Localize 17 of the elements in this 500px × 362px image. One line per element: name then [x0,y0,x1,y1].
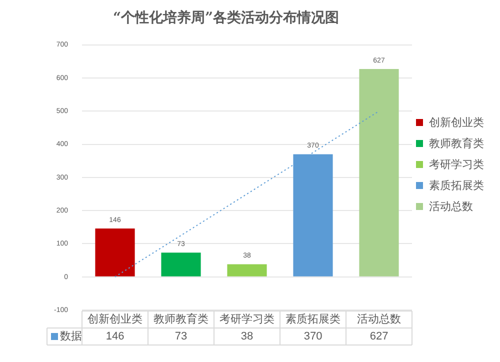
chart-title: “个性化培养周”各类活动分布情况图 [112,9,340,26]
data-label: 73 [174,330,188,343]
x-tick-label: 素质拓展类 [286,312,341,326]
category-label: 教师教育类 [429,137,484,150]
data-label: 146 [106,330,124,343]
category-label: 考研学习类 [429,158,484,171]
category-label: 活动总数 [429,200,473,213]
category-label: 创新创业类 [429,116,484,129]
x-tick-label: 创新创业类 [88,312,143,326]
x-tick-label: 教师教育类 [154,312,209,326]
x-tick-label: 考研学习类 [220,312,275,326]
data-label: 38 [240,330,254,343]
category-label: 素质拓展类 [429,179,484,192]
data-label: 370 [304,330,322,343]
data-label: 627 [370,330,388,343]
legend-label: 数据 [60,329,82,342]
x-tick-label: 活动总数 [357,312,401,326]
